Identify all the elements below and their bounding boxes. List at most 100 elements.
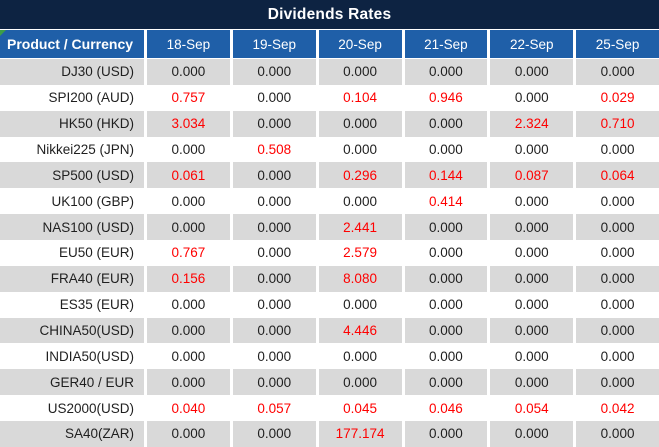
product-currency-header: Product / Currency (0, 30, 144, 59)
table-row: CHINA50(USD) 0.000 0.000 4.446 0.000 0.000 0.0… (0, 317, 659, 344)
dividend-value-cell: 4.446 (315, 317, 402, 344)
dividend-value-cell: 0.144 (401, 162, 488, 189)
dividend-value-cell: 0.946 (401, 84, 488, 111)
dividend-value-cell: 0.040 (144, 395, 230, 422)
dividend-value-cell: 0.000 (573, 343, 659, 370)
dividend-value-cell: 0.000 (229, 188, 316, 215)
product-cell: FRA40 (EUR) (0, 265, 144, 292)
dividend-value-cell: 0.000 (144, 317, 230, 344)
product-cell: SPI200 (AUD) (0, 84, 144, 111)
table-row: FRA40 (EUR) 0.156 0.000 8.080 0.000 0.000 0.00… (0, 265, 659, 292)
dividend-value-cell: 0.000 (144, 59, 230, 85)
dividend-value-cell: 0.000 (401, 110, 488, 137)
dividend-value-cell: 0.000 (315, 188, 402, 215)
product-cell: DJ30 (USD) (0, 59, 144, 85)
dividend-value-cell: 0.000 (573, 369, 659, 396)
dividend-value-cell: 0.064 (573, 162, 659, 189)
date-column-header: 22-Sep (487, 30, 574, 59)
dividend-value-cell: 0.767 (144, 240, 230, 266)
dividend-value-cell: 0.000 (229, 369, 316, 396)
date-column-header: 20-Sep (315, 30, 402, 59)
title-bar: Dividends Rates (0, 0, 659, 30)
table-row: UK100 (GBP) 0.000 0.000 0.000 0.414 0.000 0.00… (0, 188, 659, 215)
dividend-value-cell: 0.000 (144, 343, 230, 370)
dividend-value-cell: 0.000 (573, 136, 659, 163)
dividend-value-cell: 0.000 (315, 369, 402, 396)
dividend-value-cell: 0.087 (487, 162, 574, 189)
product-cell: CHINA50(USD) (0, 317, 144, 344)
dividend-value-cell: 2.579 (315, 240, 402, 266)
dividend-value-cell: 0.104 (315, 84, 402, 111)
dividend-value-cell: 0.000 (487, 369, 574, 396)
date-column-header: 25-Sep (573, 30, 659, 59)
table-row: SPI200 (AUD) 0.757 0.000 0.104 0.946 0.000 0.0… (0, 84, 659, 111)
dividend-value-cell: 0.045 (315, 395, 402, 422)
table-row: US2000(USD) 0.040 0.057 0.045 0.046 0.054 0.04… (0, 395, 659, 422)
date-column-header: 19-Sep (229, 30, 316, 59)
table-row: SP500 (USD) 0.061 0.000 0.296 0.144 0.087 0.06… (0, 162, 659, 189)
table-row: DJ30 (USD) 0.000 0.000 0.000 0.000 0.000 0.000 (0, 59, 659, 85)
dividend-value-cell: 0.000 (144, 214, 230, 241)
product-cell: EU50 (EUR) (0, 240, 144, 266)
dividend-value-cell: 0.029 (573, 84, 659, 111)
dividend-value-cell: 8.080 (315, 265, 402, 292)
product-cell: GER40 / EUR (0, 369, 144, 396)
dividend-value-cell: 0.508 (229, 136, 316, 163)
dividend-value-cell: 0.000 (487, 317, 574, 344)
dividend-value-cell: 0.000 (573, 240, 659, 266)
product-cell: Nikkei225 (JPN) (0, 136, 144, 163)
dividend-value-cell: 0.414 (401, 188, 488, 215)
product-cell: NAS100 (USD) (0, 214, 144, 241)
dividend-value-cell: 0.054 (487, 395, 574, 422)
dividend-value-cell: 0.000 (229, 291, 316, 318)
dividend-value-cell: 0.000 (144, 291, 230, 318)
dividend-value-cell: 0.000 (487, 240, 574, 266)
dividend-value-cell: 0.000 (144, 369, 230, 396)
product-cell: SP500 (USD) (0, 162, 144, 189)
dividend-value-cell: 0.000 (401, 369, 488, 396)
dividend-value-cell: 0.000 (315, 291, 402, 318)
dividend-value-cell: 0.000 (229, 265, 316, 292)
dividend-value-cell: 0.000 (573, 188, 659, 215)
dividend-value-cell: 0.000 (573, 59, 659, 85)
dividend-value-cell: 0.000 (401, 240, 488, 266)
dividend-value-cell: 0.000 (401, 317, 488, 344)
dividend-value-cell: 0.000 (315, 110, 402, 137)
dividend-value-cell: 0.000 (487, 214, 574, 241)
table-row: HK50 (HKD) 3.034 0.000 0.000 0.000 2.324 0.710 (0, 110, 659, 137)
dividend-value-cell: 0.000 (487, 59, 574, 85)
table-row: ES35 (EUR) 0.000 0.000 0.000 0.000 0.000 0.000 (0, 291, 659, 318)
dividend-value-cell: 0.000 (487, 84, 574, 111)
dividend-value-cell: 0.296 (315, 162, 402, 189)
dividend-value-cell: 0.000 (401, 265, 488, 292)
table-header-row: Product / Currency 18-Sep 19-Sep 20-Sep … (0, 30, 659, 59)
dividend-value-cell: 0.757 (144, 84, 230, 111)
dividend-value-cell: 0.000 (487, 421, 574, 447)
dividend-value-cell: 0.000 (573, 291, 659, 318)
dividend-value-cell: 0.000 (401, 291, 488, 318)
product-cell: US2000(USD) (0, 395, 144, 422)
product-cell: ES35 (EUR) (0, 291, 144, 318)
dividend-value-cell: 0.000 (315, 59, 402, 85)
dividend-value-cell: 0.000 (144, 136, 230, 163)
dividend-value-cell: 0.000 (401, 214, 488, 241)
cell-error-indicator-icon (0, 30, 6, 36)
dividend-value-cell: 0.000 (229, 214, 316, 241)
dividend-value-cell: 0.710 (573, 110, 659, 137)
dividend-value-cell: 0.000 (401, 343, 488, 370)
dividend-value-cell: 0.000 (487, 265, 574, 292)
product-cell: SA40(ZAR) (0, 421, 144, 447)
dividend-value-cell: 2.324 (487, 110, 574, 137)
table-row: GER40 / EUR 0.000 0.000 0.000 0.000 0.000 0.00… (0, 369, 659, 396)
product-cell: INDIA50(USD) (0, 343, 144, 370)
page-title: Dividends Rates (267, 5, 392, 23)
table-row: SA40(ZAR) 0.000 0.000 177.174 0.000 0.000 0.00… (0, 421, 659, 447)
date-column-header: 18-Sep (144, 30, 230, 59)
dividend-value-cell: 0.000 (573, 421, 659, 447)
dividend-value-cell: 0.000 (315, 136, 402, 163)
dividend-value-cell: 0.000 (401, 421, 488, 447)
dividend-value-cell: 0.000 (401, 59, 488, 85)
dividend-value-cell: 0.000 (487, 136, 574, 163)
dividend-value-cell: 0.046 (401, 395, 488, 422)
